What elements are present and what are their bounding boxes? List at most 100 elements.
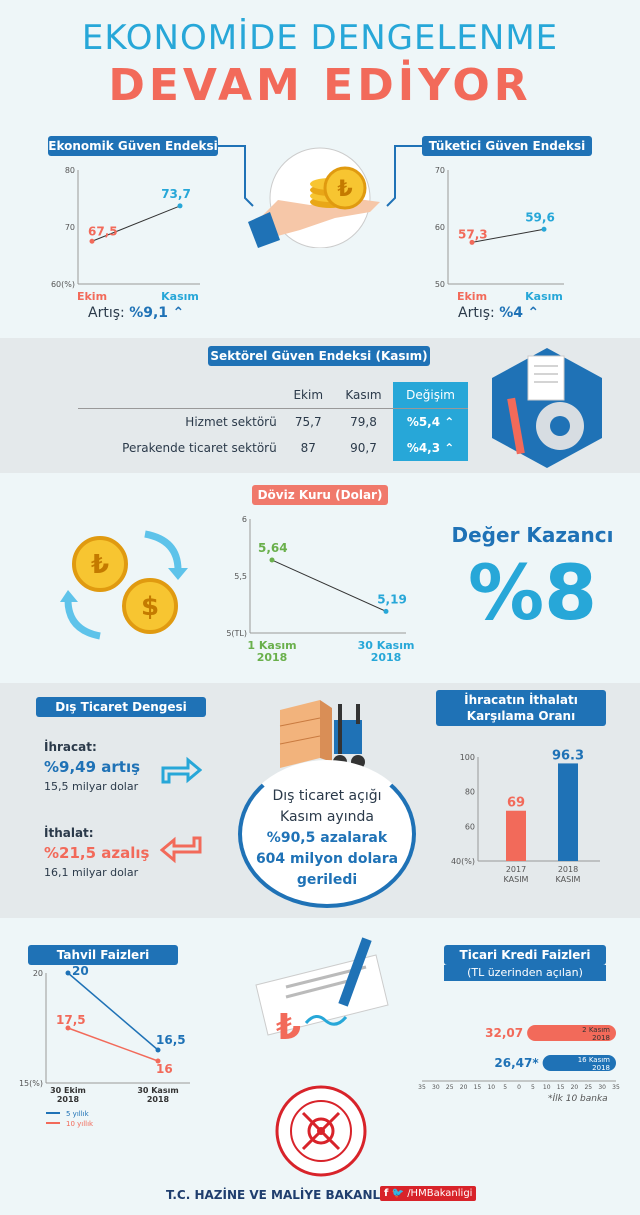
x-tick-label: 15 [474,1084,482,1091]
x-category-label: Ekim [77,290,107,303]
egi-increase-label: Artış: [88,305,125,321]
y-tick-label: 60 [465,822,475,831]
import-amount: 16,1 milyar dolar [44,866,139,879]
value-gain-label: Değer Kazancı [451,523,614,547]
x-category-label: 30 Kasım [137,1086,178,1095]
svg-text:₺: ₺ [337,177,352,202]
data-label: 5,19 [377,592,407,606]
x-category-label: 2018 [147,1095,170,1104]
series-line [271,559,387,612]
data-label: 17,5 [56,1013,86,1027]
row-name: Perakende ticaret sektörü [122,441,277,455]
bonds-title: Tahvil Faizleri [28,945,178,965]
y-tick-label: 70 [65,223,75,232]
twitter-icon: 🐦 [391,1188,404,1199]
data-point [89,238,95,244]
x-category-label: 30 Ekim [50,1086,86,1095]
up-chevron-icon: ⌃ [172,305,185,321]
social-handle: f 🐦 /HMBakanligi [380,1186,477,1201]
credit-title: Ticari Kredi Faizleri [444,945,606,965]
up-chevron-icon: ⌃ [444,415,455,429]
bar-category-label: 16 Kasım [578,1056,610,1064]
x-tick-label: 35 [418,1084,426,1091]
value-gain-value: %8 [467,548,598,637]
egi-increase-value: %9,1 [129,305,169,321]
bar [542,1055,616,1071]
row-kasim: 79,8 [350,415,377,429]
facebook-icon: f [384,1188,389,1199]
x-category-label: Kasım [525,290,563,303]
deficit-line: Kasım ayında [280,809,374,825]
data-label: 16 [156,1062,173,1076]
data-point [177,203,183,209]
x-tick-label: 15 [557,1084,565,1091]
import-change: %21,5 azalış [44,844,150,862]
data-point [155,1058,161,1064]
deficit-circle [238,760,416,908]
row-change-value: %5,4 [406,415,441,429]
col-ekim: Ekim [293,388,324,402]
page-title-line2: DEVAM EDİYOR [108,60,532,111]
svg-text:₺: ₺ [276,1007,301,1048]
data-label: 5,64 [258,541,288,555]
forklift-icon [279,700,365,769]
egi-chart: 80 70 60(%) 67,5 73,7 Ekim Kasım [51,166,200,303]
import-block: İthalat: %21,5 azalış 16,1 milyar dolar [44,826,174,879]
x-tick-label: 5 [531,1084,535,1091]
x-category-label: 2018 [257,651,288,664]
table-row: Perakende ticaret sektörü 87 90,7 %4,3 ⌃ [78,435,468,461]
import-arrow-icon [160,836,202,864]
x-category-label: KASIM [556,875,581,884]
row-kasim: 90,7 [350,441,377,455]
data-point [269,557,275,563]
data-label: 20 [72,965,89,978]
series-line [67,1027,159,1062]
y-tick-label: 80 [65,166,75,175]
x-category-label: 2018 [57,1095,80,1104]
deficit-line: Dış ticaret açığı [272,788,382,804]
tgi-increase-label: Artış: [458,305,495,321]
x-tick-label: 10 [543,1084,551,1091]
row-name: Hizmet sektörü [185,415,277,429]
bar-category-label: 2018 [592,1064,610,1072]
y-tick-label: 15(%) [19,1079,43,1088]
bar [558,763,578,861]
y-tick-label: 80 [465,788,475,797]
data-label: 67,5 [88,224,118,238]
y-tick-label: 60 [435,223,445,232]
x-tick-label: 30 [432,1084,440,1091]
bar-category-label: 2 Kasım [582,1026,610,1034]
up-chevron-icon: ⌃ [527,305,540,321]
x-tick-label: 30 [598,1084,606,1091]
row-change-value: %4,3 [406,441,441,455]
x-category-label: 2018 [371,651,402,664]
ministry-name: T.C. HAZİNE VE MALİYE BAKANLIĞI [166,1188,399,1202]
tgi-chart: 70 60 50 57,3 59,6 Ekim Kasım [435,166,564,303]
trade-title: Dış Ticaret Dengesi [36,697,206,717]
ministry-seal-logo [275,1085,367,1177]
x-tick-label: 35 [612,1084,620,1091]
page-title-line1: EKONOMİDE DENGELENME [81,18,559,58]
series-line [471,228,545,243]
data-point [65,1025,71,1031]
tgi-title: Tüketici Güven Endeksi [422,136,592,156]
x-tick-label: 20 [460,1084,468,1091]
x-tick-label: 5 [503,1084,507,1091]
svg-text:₺: ₺ [91,550,109,580]
data-point [155,1047,161,1053]
svg-text:$: $ [141,592,159,622]
table-row: Hizmet sektörü 75,7 79,8 %5,4 ⌃ [78,408,468,435]
y-tick-label: 70 [435,166,445,175]
series-line [91,205,181,242]
deficit-line: %90,5 azalarak [266,830,388,846]
x-category-label: Kasım [161,290,199,303]
data-point [65,970,71,976]
bar [527,1025,616,1041]
export-block: İhracat: %9,49 artış 15,5 milyar dolar [44,740,174,793]
export-label: İhracat: [44,740,97,754]
data-label: 73,7 [161,187,191,201]
credit-footnote: *İlk 10 banka [548,1094,608,1104]
data-label: 57,3 [458,227,488,241]
